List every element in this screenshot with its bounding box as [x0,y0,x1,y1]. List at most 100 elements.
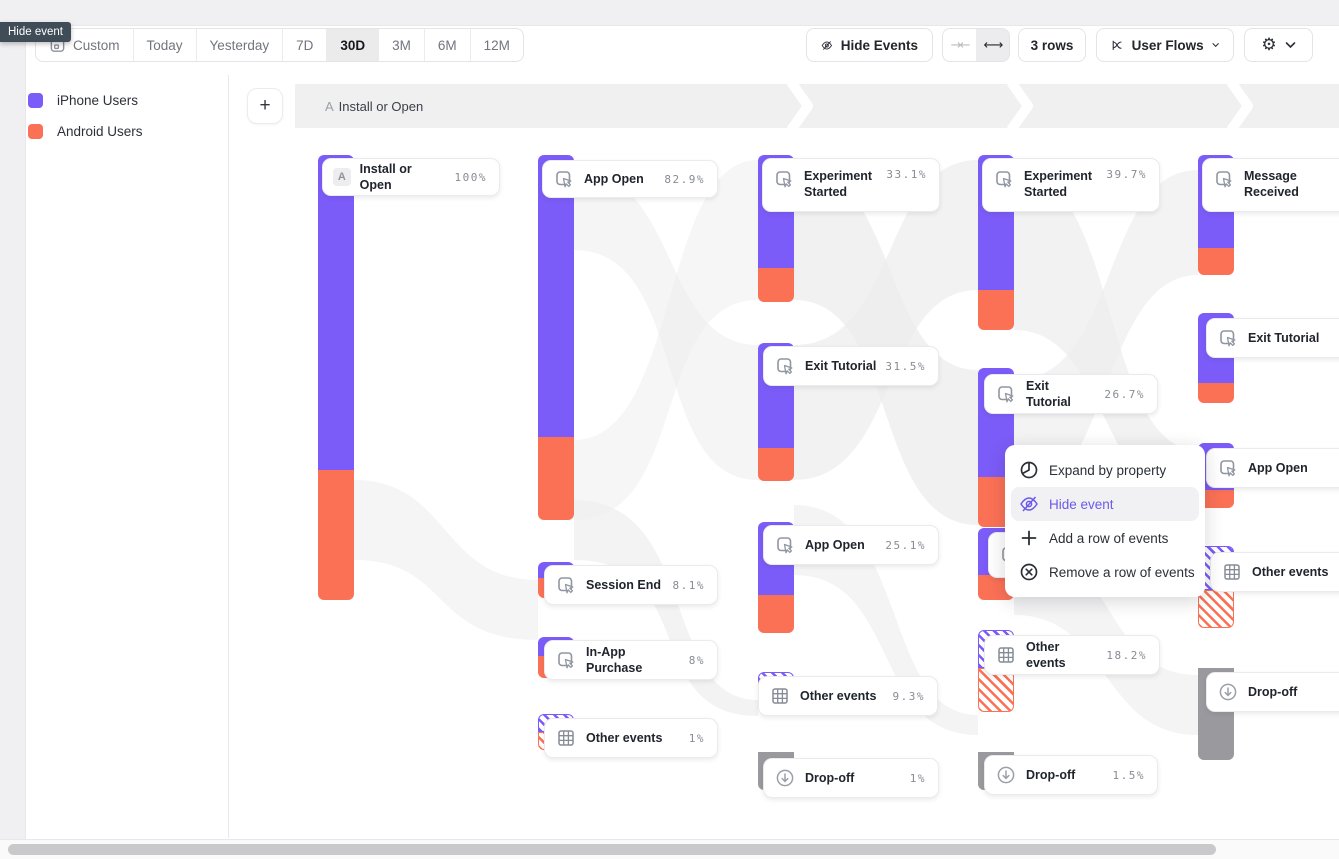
event-card-other-events[interactable]: Other events 1% [544,718,718,758]
add-step-button[interactable]: + [247,88,283,124]
event-pct: 18.2% [1106,648,1147,662]
date-range-30d[interactable]: 30D [327,29,380,61]
event-card-session-end[interactable]: Session End 8.1% [544,565,718,605]
event-card-in-app-purchase[interactable]: In-App Purchase 8% [544,640,718,680]
collapse-columns-button[interactable]: →← [950,37,971,53]
menu-item-hide-event[interactable]: Hide event [1011,487,1199,521]
date-range-3m[interactable]: 3M [379,29,425,61]
event-name: Other events [800,689,877,703]
bar-android-segment[interactable] [758,448,794,481]
date-range-label: Custom [73,37,120,53]
grid-icon [1221,561,1243,583]
legend-item-android-users[interactable]: Android Users [25,116,228,147]
bar-iphone-segment[interactable] [318,155,354,470]
event-name: Install or Open [359,162,412,192]
event-card-drop-off[interactable]: Drop-off 1.5% [984,755,1158,795]
date-range-7d[interactable]: 7D [283,29,328,61]
bar-android-segment[interactable] [758,595,794,633]
drop-off-icon [995,764,1017,786]
menu-item-remove-row-of-events[interactable]: Remove a row of events [1011,555,1199,589]
event-card-install-or-open[interactable]: A Install or Open 100% [322,158,500,196]
bar-android-segment[interactable] [1198,248,1234,275]
event-context-menu: Expand by property Hide event Add a row … [1005,445,1205,597]
eye-off-icon [1019,494,1039,514]
date-range-custom[interactable]: Custom [36,29,134,61]
event-pct: 100% [454,170,487,184]
event-pct: 25.1% [885,538,926,552]
event-card-other-events[interactable]: Other events 9.3% [758,676,938,716]
event-click-icon [1213,168,1235,190]
date-range-6m[interactable]: 6M [425,29,471,61]
event-name: Session End [586,578,662,592]
menu-item-label: Hide event [1049,496,1114,512]
event-card-app-open[interactable]: App Open 25.1% [763,525,939,565]
event-card-experiment-started[interactable]: Experiment Started 33.1% [762,158,940,212]
flow-chart-icon [1112,40,1122,50]
event-card-exit-tutorial[interactable]: Exit Tutorial 31.5% [763,346,939,386]
iphone-users-swatch [28,93,43,108]
bar-android-segment[interactable] [318,470,354,600]
event-card-message-received[interactable]: Message Received [1202,158,1339,212]
legend-label: iPhone Users [57,93,139,108]
panel-divider [228,75,229,838]
event-card-other-events[interactable]: Other events 18.2% [984,635,1160,675]
legend-label: Android Users [57,124,143,139]
event-card-other-events[interactable]: Other events [1210,552,1339,592]
date-range-today[interactable]: Today [134,29,197,61]
menu-item-label: Expand by property [1049,462,1167,478]
event-name: App Open [584,172,644,186]
event-pct: 1.5% [1112,768,1145,782]
menu-item-add-row-of-events[interactable]: Add a row of events [1011,521,1199,555]
hide-events-button[interactable]: Hide Events [806,28,933,62]
event-click-icon [993,168,1015,190]
event-card-app-open[interactable]: App Open [1206,448,1339,488]
horizontal-scrollbar-thumb[interactable] [8,844,1216,855]
step-a-badge: A [333,168,351,186]
menu-item-expand-by-property[interactable]: Expand by property [1011,453,1199,487]
rows-count-button[interactable]: 3 rows [1018,28,1086,62]
bar-android-segment[interactable] [1198,383,1234,403]
gear-icon: ⚙ [1261,35,1277,55]
bar-android-segment[interactable] [758,268,794,302]
tooltip-label: Hide event [8,26,63,38]
legend: iPhone Users Android Users [25,85,228,147]
date-range-12m[interactable]: 12M [483,37,510,53]
event-card-experiment-started[interactable]: Experiment Started 39.7% [982,158,1160,212]
drop-off-icon [1217,681,1239,703]
app-panel [25,25,1339,839]
expand-columns-button[interactable]: ←→ [976,29,1009,61]
settings-button[interactable]: ⚙ [1244,28,1313,62]
date-range-control: Custom Today Yesterday 7D 30D 3M 6M 12M [35,28,524,62]
horizontal-scrollbar-track[interactable] [0,839,1339,859]
date-range-yesterday[interactable]: Yesterday [197,29,284,61]
event-name: Experiment Started [1024,169,1093,199]
event-name: Drop-off [805,771,855,785]
event-card-drop-off[interactable]: Drop-off [1206,672,1339,712]
event-click-icon [1217,327,1239,349]
bar-android-segment[interactable] [1198,490,1234,508]
grid-icon [995,644,1017,666]
event-click-icon [1217,457,1239,479]
bar-android-segment[interactable] [978,290,1014,330]
event-card-drop-off[interactable]: Drop-off 1% [763,758,939,798]
event-card-exit-tutorial[interactable]: Exit Tutorial [1206,318,1339,358]
event-name: Experiment Started [804,169,873,199]
event-click-icon [995,383,1017,405]
event-name: Other events [586,731,663,745]
step-header-banner[interactable]: A Install or Open [295,84,1339,128]
event-name: Drop-off [1248,685,1298,699]
event-pct: 1% [688,731,705,745]
event-card-exit-tutorial[interactable]: Exit Tutorial 26.7% [984,374,1158,414]
legend-item-iphone-users[interactable]: iPhone Users [25,85,228,116]
grid-icon [769,685,791,707]
event-card-app-open[interactable]: App Open 82.9% [542,160,718,198]
view-selector-button[interactable]: User Flows [1096,28,1234,62]
event-click-icon [555,574,577,596]
event-click-icon [774,534,796,556]
bar-android-segment[interactable] [538,437,574,520]
bar-other-android-segment[interactable] [1198,590,1234,628]
bar-iphone-segment[interactable] [538,155,574,437]
step-prefix: A [325,98,334,114]
bar-other-android-segment[interactable] [978,668,1014,712]
event-click-icon [555,649,577,671]
